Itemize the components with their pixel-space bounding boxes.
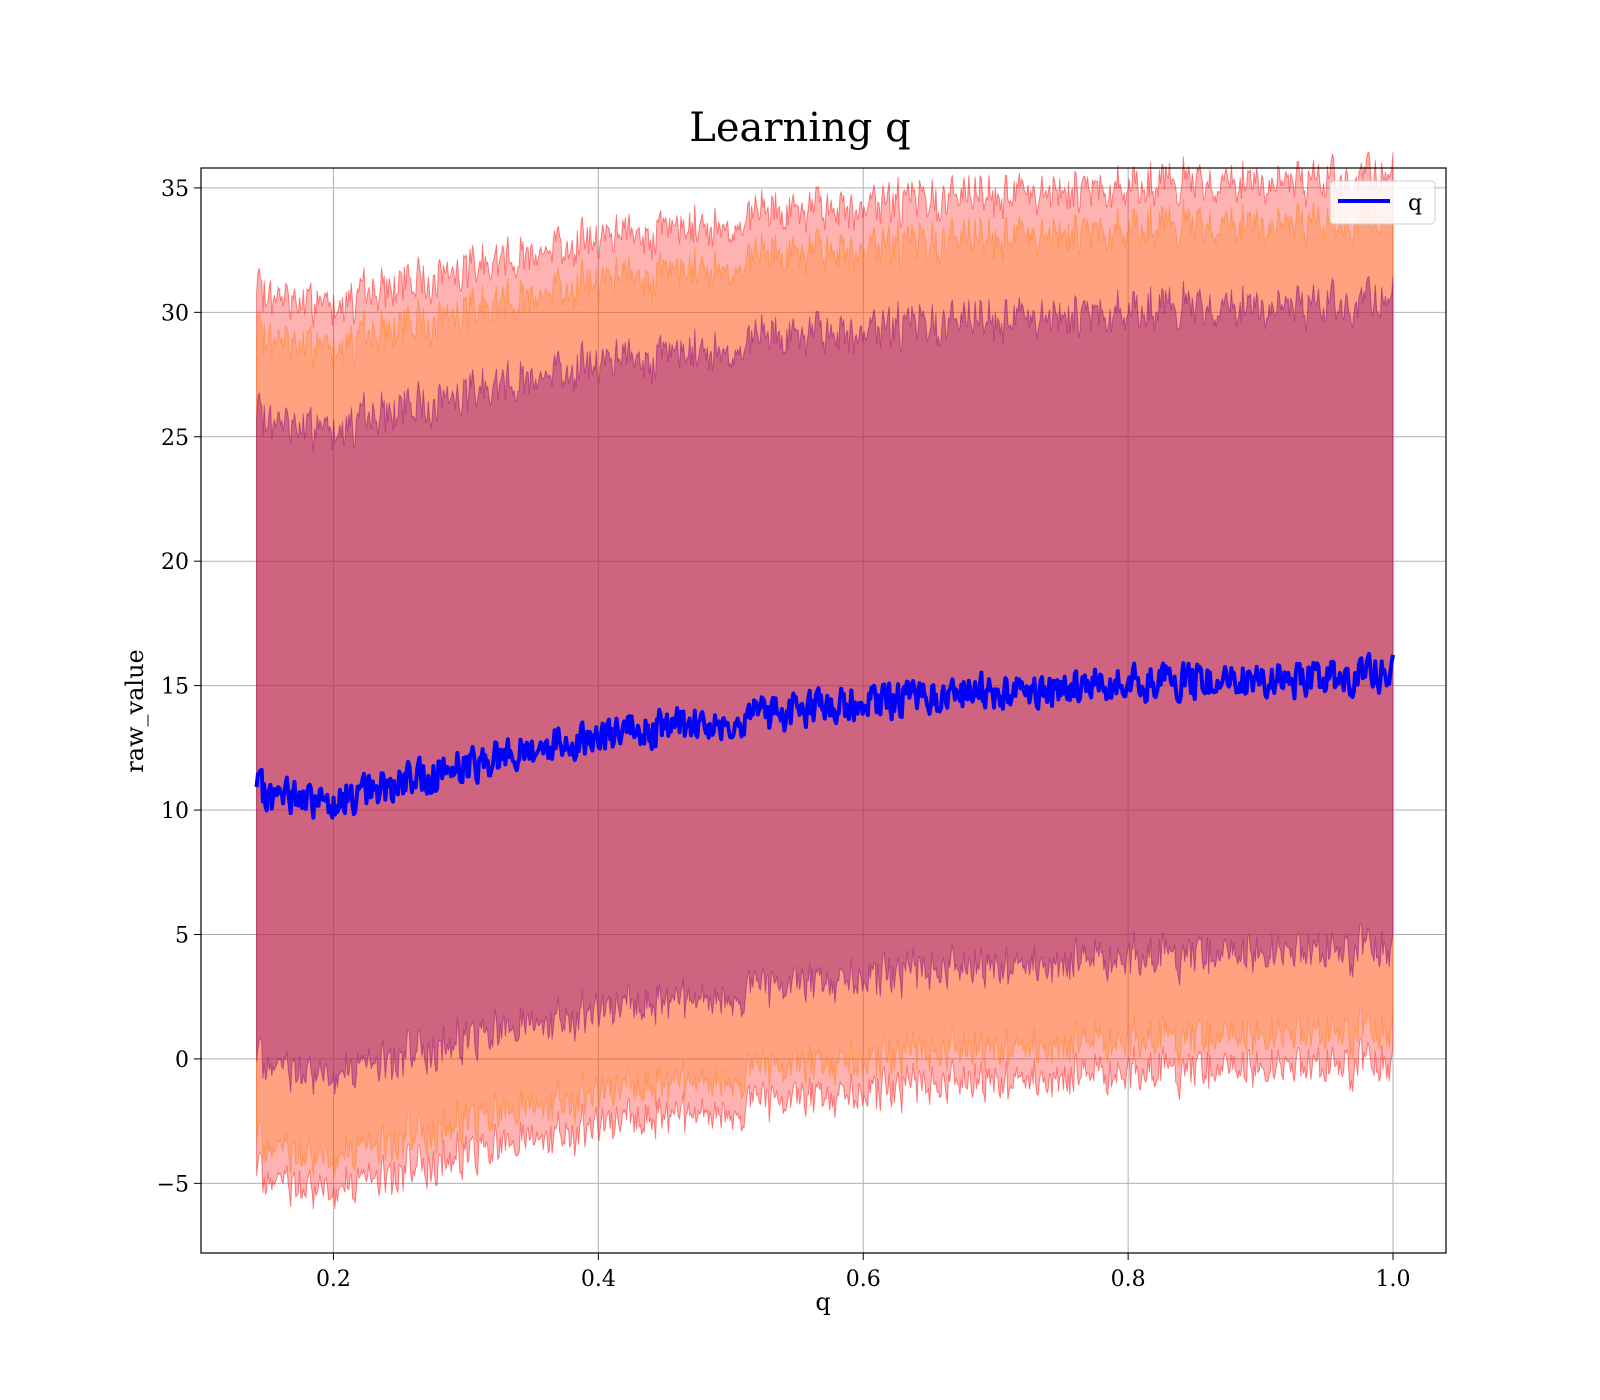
y-tick-label: 5: [175, 923, 189, 948]
gridlines: [201, 168, 1446, 1253]
y-tick-label: 10: [161, 799, 189, 824]
y-tick-label: 25: [161, 426, 189, 451]
x-tick-label: 0.4: [581, 1267, 616, 1292]
x-tick-label: 0.8: [1111, 1267, 1146, 1292]
plot-area: [200, 151, 1447, 1254]
y-tick-label: 30: [161, 301, 189, 326]
band-inner: [256, 275, 1394, 1095]
y-axis-label: raw_value: [121, 649, 149, 773]
band-middle: [256, 193, 1394, 1177]
x-axis-label: q: [815, 1288, 830, 1316]
x-tick-label: 0.6: [846, 1267, 881, 1292]
y-tick-label: 35: [161, 177, 189, 202]
spread-bands: [256, 151, 1394, 1210]
legend-entry-q: q: [1408, 191, 1422, 216]
legend: q: [1329, 180, 1436, 225]
y-tick-label: 0: [175, 1048, 189, 1073]
plot-frame: [200, 167, 1447, 1254]
y-tick-label: 15: [161, 675, 189, 700]
x-axis-ticks: 0.2 0.4 0.6 0.8 1.0: [316, 1253, 1411, 1292]
x-tick-label: 1.0: [1376, 1267, 1411, 1292]
x-tick-label: 0.2: [316, 1267, 351, 1292]
y-tick-label: −5: [157, 1172, 189, 1197]
chart-title: Learning q: [689, 105, 910, 151]
series-line-q: [254, 651, 1395, 820]
y-tick-label: 20: [161, 550, 189, 575]
band-outer: [256, 151, 1394, 1210]
y-axis-ticks: −5 0 5 10 15 20 25 30 35: [157, 177, 201, 1197]
